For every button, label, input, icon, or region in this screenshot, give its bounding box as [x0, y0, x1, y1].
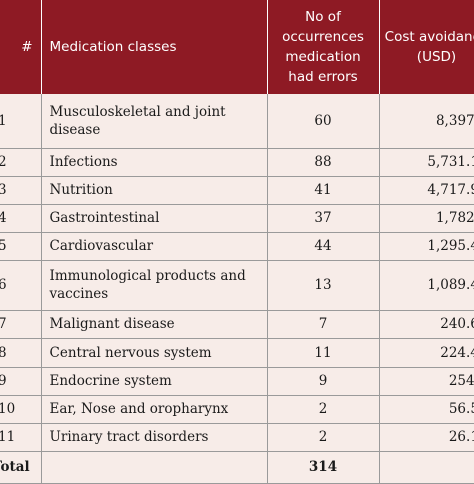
total-class-empty — [41, 451, 268, 484]
row-class: Central nervous system — [41, 338, 268, 368]
table-row: 11 Urinary tract disorders 2 26.17 — [0, 423, 474, 452]
row-class: Urinary tract disorders — [41, 423, 268, 452]
table-row: 9 Endocrine system 9 254.8 — [0, 367, 474, 396]
table-row: 2 Infections 88 5,731.17 — [0, 148, 474, 177]
row-class: Musculoskeletal and joint disease — [41, 94, 268, 149]
row-cost: 4,717.99 — [379, 176, 474, 205]
header-cost-avoidance: Cost avoidance (USD) — [379, 0, 474, 94]
row-occurrences: 60 — [267, 94, 380, 149]
table-row: 6 Immunological products and vaccines 13… — [0, 260, 474, 311]
table-row: 4 Gastrointestinal 37 1,782.6 — [0, 204, 474, 233]
row-number: 4 — [0, 204, 42, 233]
row-number: 3 — [0, 176, 42, 205]
header-number: # — [0, 0, 42, 94]
row-cost: 8,397.2 — [379, 94, 474, 149]
table-row: 10 Ear, Nose and oropharynx 2 56.52 — [0, 395, 474, 424]
row-cost: 240.62 — [379, 310, 474, 339]
row-occurrences: 2 — [267, 423, 380, 452]
row-cost: 1,295.44 — [379, 232, 474, 261]
header-row: # Medication classes No of occurrences m… — [0, 0, 474, 94]
total-label: Total — [0, 451, 42, 484]
row-number: 9 — [0, 367, 42, 396]
table-row: 8 Central nervous system 11 224.45 — [0, 338, 474, 368]
row-number: 1 — [0, 94, 42, 149]
row-occurrences: 11 — [267, 338, 380, 368]
row-class: Gastrointestinal — [41, 204, 268, 233]
row-cost: 1,782.6 — [379, 204, 474, 233]
row-number: 8 — [0, 338, 42, 368]
total-cost — [379, 451, 474, 484]
table-row: 3 Nutrition 41 4,717.99 — [0, 176, 474, 205]
row-class: Ear, Nose and oropharynx — [41, 395, 268, 424]
row-cost: 56.52 — [379, 395, 474, 424]
row-number: 2 — [0, 148, 42, 177]
row-occurrences: 37 — [267, 204, 380, 233]
row-class: Cardiovascular — [41, 232, 268, 261]
row-number: 6 — [0, 260, 42, 311]
row-occurrences: 13 — [267, 260, 380, 311]
row-cost: 254.8 — [379, 367, 474, 396]
row-class: Infections — [41, 148, 268, 177]
header-medication-classes: Medication classes — [41, 0, 268, 94]
row-occurrences: 2 — [267, 395, 380, 424]
table-row: 5 Cardiovascular 44 1,295.44 — [0, 232, 474, 261]
row-class: Nutrition — [41, 176, 268, 205]
row-cost: 224.45 — [379, 338, 474, 368]
row-number: 11 — [0, 423, 42, 452]
row-cost: 5,731.17 — [379, 148, 474, 177]
row-cost: 1,089.44 — [379, 260, 474, 311]
row-cost: 26.17 — [379, 423, 474, 452]
row-number: 7 — [0, 310, 42, 339]
row-class: Immunological products and vaccines — [41, 260, 268, 311]
row-class: Endocrine system — [41, 367, 268, 396]
row-occurrences: 9 — [267, 367, 380, 396]
total-row: Total 314 — [0, 451, 474, 484]
row-occurrences: 41 — [267, 176, 380, 205]
row-number: 10 — [0, 395, 42, 424]
total-occurrences: 314 — [267, 451, 380, 484]
row-class: Malignant disease — [41, 310, 268, 339]
row-occurrences: 44 — [267, 232, 380, 261]
table-row: 1 Musculoskeletal and joint disease 60 8… — [0, 94, 474, 149]
row-occurrences: 7 — [267, 310, 380, 339]
row-number: 5 — [0, 232, 42, 261]
header-occurrences: No of occurrences medication had errors — [267, 0, 380, 94]
row-occurrences: 88 — [267, 148, 380, 177]
table-row: 7 Malignant disease 7 240.62 — [0, 310, 474, 339]
